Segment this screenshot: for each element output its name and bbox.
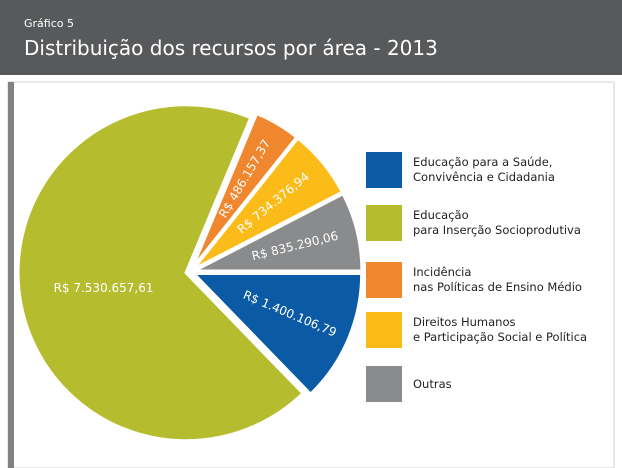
legend-swatch: [366, 312, 402, 348]
pie-slice: [16, 103, 306, 443]
legend-label: Educação para Inserção Socioprodutiva: [413, 208, 581, 237]
pie-slice: [193, 191, 364, 273]
pie-slice: [190, 272, 364, 397]
legend-label: Outras: [413, 376, 452, 391]
legend-swatch: [366, 205, 402, 241]
header: [0, 0, 622, 75]
chart-title: Distribuição dos recursos por área - 201…: [24, 36, 438, 60]
legend-label: Incidência nas Políticas de Ensino Médio: [413, 265, 582, 294]
legend-label: Direitos Humanos e Participação Social e…: [413, 315, 588, 344]
legend-label: Educação para a Saúde, Convivência e Cid…: [413, 155, 555, 184]
legend-swatch: [366, 366, 402, 402]
legend-swatch: [366, 262, 402, 298]
chart-subtitle: Gráfico 5: [24, 17, 74, 30]
legend-swatch: [366, 152, 402, 188]
side-bar: [8, 82, 14, 468]
pie-slice: [191, 135, 345, 271]
data-label: R$ 7.530.657,61: [54, 281, 154, 295]
